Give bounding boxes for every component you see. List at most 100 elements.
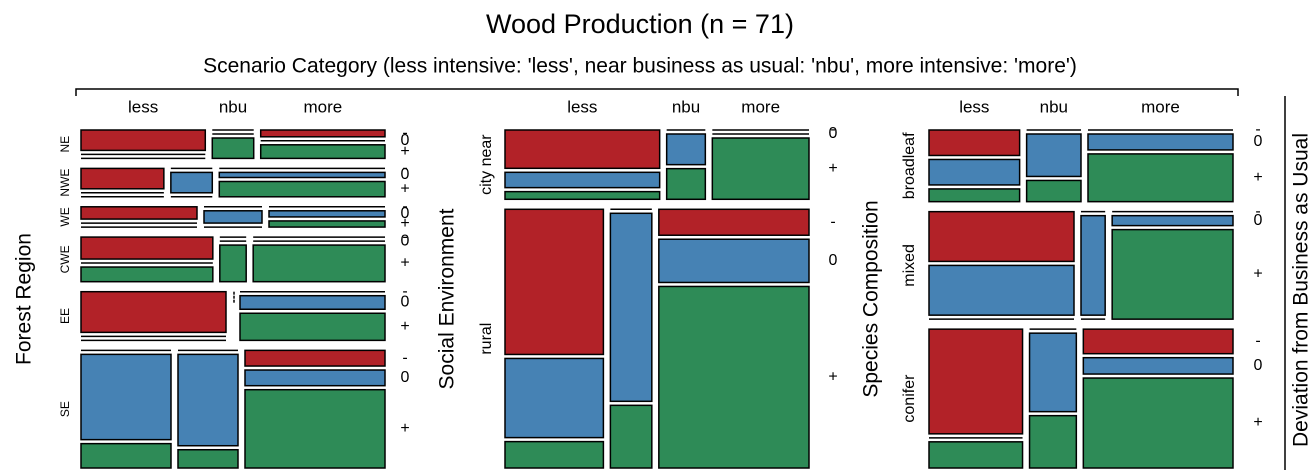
tile xyxy=(504,129,661,170)
tile xyxy=(259,144,386,160)
tile xyxy=(80,353,172,441)
tile xyxy=(665,167,707,201)
row-label: conifer xyxy=(901,374,918,423)
tile xyxy=(504,190,661,201)
column-label: nbu xyxy=(219,97,247,116)
level-label: 0 xyxy=(829,125,838,142)
panel-label: Social Environment xyxy=(436,208,459,389)
tile xyxy=(504,208,605,356)
tile xyxy=(239,312,386,342)
chart-title: Wood Production (n = 71) xyxy=(486,9,794,39)
level-label: 0 xyxy=(401,294,410,311)
tile xyxy=(170,171,214,194)
level-label: - xyxy=(402,228,407,245)
panel-label: Forest Region xyxy=(13,233,36,365)
tile xyxy=(268,210,386,218)
level-label: + xyxy=(828,368,837,385)
header-bracket xyxy=(75,88,1239,96)
tile xyxy=(665,133,707,166)
level-label: 0 xyxy=(401,205,410,222)
tile xyxy=(218,180,386,198)
level-label: - xyxy=(402,283,407,300)
tile xyxy=(504,171,661,189)
level-label: 0 xyxy=(401,166,410,183)
tile xyxy=(218,171,386,179)
row-label: CWE xyxy=(58,245,72,273)
tile xyxy=(928,264,1075,316)
tile xyxy=(1082,328,1234,355)
tile xyxy=(1111,214,1234,227)
tile xyxy=(504,357,605,439)
level-label: 0 xyxy=(1254,357,1263,374)
column-label: nbu xyxy=(672,97,700,116)
tile xyxy=(658,208,810,236)
row-label: mixed xyxy=(901,244,918,287)
tile xyxy=(1087,153,1234,203)
row-label: NE xyxy=(58,136,72,153)
level-label: - xyxy=(402,349,407,366)
tile xyxy=(1025,179,1082,203)
tile xyxy=(80,167,165,190)
tile xyxy=(1028,414,1078,469)
tile xyxy=(80,442,172,469)
level-label: 0 xyxy=(1254,212,1263,229)
row-label: NWE xyxy=(58,169,72,197)
tile xyxy=(259,129,386,138)
tile xyxy=(928,328,1024,435)
level-label: + xyxy=(400,180,409,197)
tile xyxy=(244,349,386,367)
column-label: less xyxy=(128,97,158,116)
tile xyxy=(80,236,214,260)
level-label: - xyxy=(1255,121,1260,138)
tile xyxy=(211,137,255,160)
level-label: 0 xyxy=(401,369,410,386)
level-label: + xyxy=(1253,266,1262,283)
level-label: - xyxy=(402,198,407,215)
column-label: more xyxy=(303,97,342,116)
column-label: less xyxy=(959,97,989,116)
tile xyxy=(80,290,227,334)
level-label: - xyxy=(1255,203,1260,220)
tile xyxy=(203,210,263,224)
chart-subtitle: Scenario Category (less intensive: 'less… xyxy=(203,55,1077,78)
level-label: - xyxy=(402,160,407,177)
tile xyxy=(268,220,386,228)
tile xyxy=(504,440,605,469)
tile xyxy=(1082,377,1234,469)
tile xyxy=(80,129,207,152)
tile xyxy=(609,212,653,403)
tile xyxy=(658,238,810,284)
level-label: - xyxy=(402,125,407,142)
column-label: more xyxy=(741,97,780,116)
tile xyxy=(658,285,810,469)
tile xyxy=(928,441,1024,469)
level-label: + xyxy=(400,255,409,272)
tile xyxy=(177,353,239,447)
level-label: - xyxy=(830,213,835,230)
tile xyxy=(219,244,247,283)
tile xyxy=(1087,133,1234,151)
row-label: broadleaf xyxy=(901,132,918,199)
tile xyxy=(1080,214,1106,316)
tile xyxy=(80,266,214,283)
tile xyxy=(711,137,810,201)
tile xyxy=(239,294,386,310)
level-label: - xyxy=(830,121,835,138)
tile xyxy=(928,158,1021,186)
row-label: rural xyxy=(478,323,495,355)
level-label: + xyxy=(400,143,409,160)
level-label: 0 xyxy=(829,252,838,269)
tile xyxy=(1028,332,1078,413)
level-label: + xyxy=(1253,169,1262,186)
level-label: + xyxy=(400,215,409,232)
column-label: nbu xyxy=(1040,97,1068,116)
level-label: + xyxy=(400,318,409,335)
column-label: more xyxy=(1141,97,1180,116)
tile xyxy=(244,369,386,387)
tile xyxy=(1111,228,1234,320)
tile xyxy=(1025,133,1082,178)
row-label: SE xyxy=(58,401,72,417)
tile xyxy=(928,188,1021,203)
tile xyxy=(177,448,239,469)
